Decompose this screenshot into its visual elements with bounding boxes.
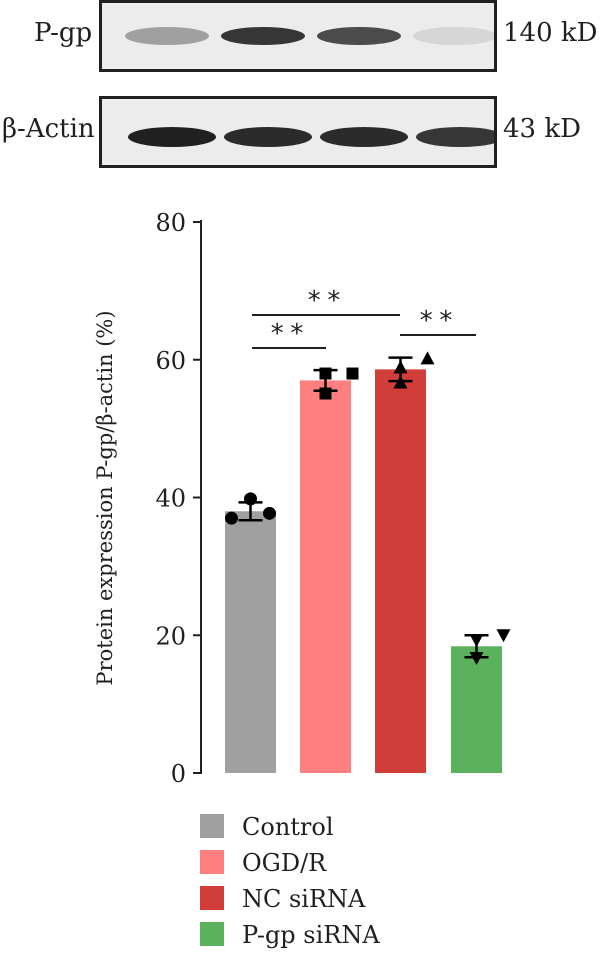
data-point-square — [346, 367, 359, 380]
legend-label: OGD/R — [242, 849, 327, 877]
legend-label: P-gp siRNA — [242, 921, 380, 949]
blot-label-actin: β-Actin — [2, 114, 95, 144]
y-tick-label: 60 — [155, 347, 186, 375]
y-tick-label: 40 — [155, 485, 186, 513]
data-point-triangle-down — [469, 651, 484, 665]
data-point-triangle-down — [469, 634, 484, 648]
bar-nc-sirna — [375, 369, 426, 773]
significance-label: ** — [269, 319, 308, 349]
significance-label: ** — [306, 286, 345, 316]
y-tick-label: 80 — [155, 209, 186, 237]
blot-band — [416, 127, 494, 147]
western-blot-actin — [99, 96, 497, 168]
bar-ogd-r — [300, 380, 351, 773]
legend-swatch — [200, 814, 224, 838]
legend-label: NC siRNA — [242, 885, 366, 913]
data-point-triangle — [420, 351, 435, 365]
y-tick-label: 20 — [155, 622, 186, 650]
bar-p-gp-sirna — [451, 646, 502, 773]
significance-label: ** — [418, 306, 457, 336]
blot-band — [221, 27, 305, 45]
blot-label-pgp: P-gp — [34, 18, 93, 48]
data-point-triangle — [393, 375, 408, 389]
data-point-triangle — [393, 360, 408, 374]
blot-band — [125, 27, 209, 45]
legend-swatch — [200, 922, 224, 946]
data-point-circle — [225, 511, 238, 525]
data-point-triangle-down — [496, 629, 511, 643]
data-point-circle — [263, 506, 276, 520]
data-point-square — [319, 387, 332, 400]
legend-swatch — [200, 850, 224, 874]
legend-swatch — [200, 886, 224, 910]
blot-band — [413, 27, 494, 45]
western-blot-pgp — [99, 0, 497, 72]
blot-size-actin: 43 kD — [503, 114, 581, 144]
blot-band — [128, 127, 216, 147]
y-tick-label: 0 — [171, 760, 186, 788]
data-point-square — [319, 367, 332, 380]
bar-control — [225, 511, 276, 773]
blot-band — [320, 127, 408, 147]
blot-band — [224, 127, 312, 147]
y-axis-label: Protein expression P-gp/β-actin (%) — [93, 310, 117, 685]
blot-band — [317, 27, 401, 45]
data-point-circle — [244, 492, 257, 506]
blot-size-pgp: 140 kD — [503, 18, 598, 48]
legend-label: Control — [242, 813, 334, 841]
